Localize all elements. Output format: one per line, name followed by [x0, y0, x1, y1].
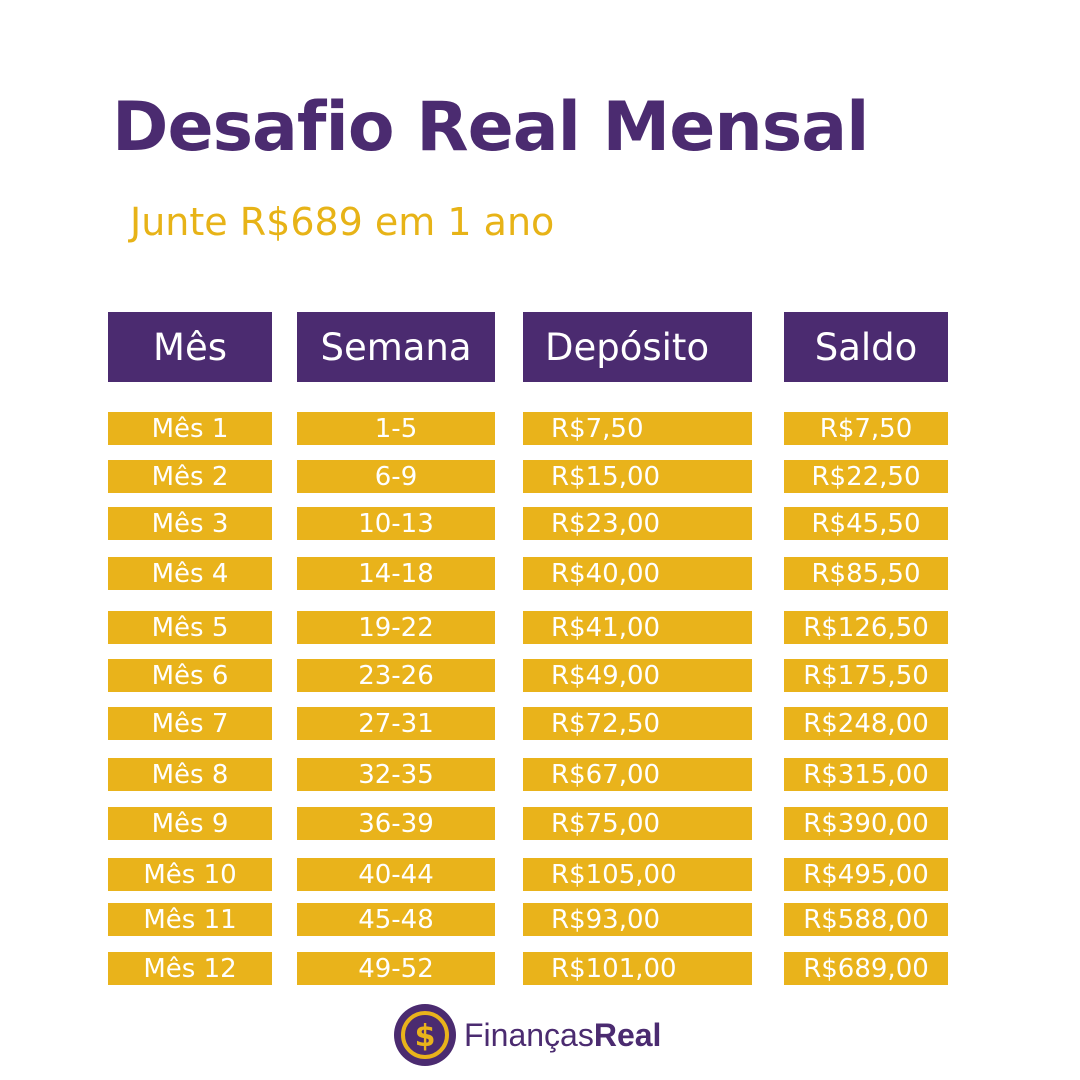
cell-saldo: R$175,50 — [784, 659, 948, 692]
cell-deposito: R$15,00 — [523, 460, 752, 493]
page-subtitle: Junte R$689 em 1 ano — [130, 200, 555, 244]
cell-saldo: R$7,50 — [784, 412, 948, 445]
cell-deposito: R$105,00 — [523, 858, 752, 891]
cell-deposito: R$7,50 — [523, 412, 752, 445]
cell-mes: Mês 5 — [108, 611, 272, 644]
cell-semana: 6-9 — [297, 460, 495, 493]
cell-deposito: R$101,00 — [523, 952, 752, 985]
cell-semana: 19-22 — [297, 611, 495, 644]
svg-text:$: $ — [415, 1019, 436, 1054]
cell-semana: 14-18 — [297, 557, 495, 590]
column-semana: Semana 1-5 6-9 10-13 14-18 19-22 23-26 27-31 32… — [297, 312, 495, 985]
cell-mes: Mês 1 — [108, 412, 272, 445]
cell-semana: 23-26 — [297, 659, 495, 692]
cell-deposito: R$40,00 — [523, 557, 752, 590]
cell-semana: 1-5 — [297, 412, 495, 445]
cell-saldo: R$22,50 — [784, 460, 948, 493]
cell-saldo: R$390,00 — [784, 807, 948, 840]
cell-semana: 45-48 — [297, 903, 495, 936]
column-mes: Mês Mês 1 Mês 2 Mês 3 Mês 4 Mês 5 Mês 6 Mês 7 M… — [108, 312, 272, 985]
dollar-coin-icon: $ — [394, 1004, 456, 1066]
brand-name-bold: Real — [593, 1016, 662, 1053]
brand-logo: $ FinançasReal — [394, 1004, 661, 1066]
cell-saldo: R$689,00 — [784, 952, 948, 985]
cell-saldo: R$126,50 — [784, 611, 948, 644]
cell-semana: 32-35 — [297, 758, 495, 791]
cell-deposito: R$93,00 — [523, 903, 752, 936]
header-semana: Semana — [297, 312, 495, 382]
cell-deposito: R$23,00 — [523, 507, 752, 540]
brand-name: FinançasReal — [464, 1017, 661, 1054]
cell-semana: 27-31 — [297, 707, 495, 740]
cell-mes: Mês 3 — [108, 507, 272, 540]
cell-mes: Mês 6 — [108, 659, 272, 692]
cell-deposito: R$41,00 — [523, 611, 752, 644]
cell-mes: Mês 4 — [108, 557, 272, 590]
cell-mes: Mês 2 — [108, 460, 272, 493]
cell-deposito: R$49,00 — [523, 659, 752, 692]
brand-name-light: Finanças — [464, 1016, 594, 1053]
cell-mes: Mês 9 — [108, 807, 272, 840]
header-mes: Mês — [108, 312, 272, 382]
cell-saldo: R$85,50 — [784, 557, 948, 590]
cell-saldo: R$45,50 — [784, 507, 948, 540]
cell-deposito: R$67,00 — [523, 758, 752, 791]
cell-saldo: R$588,00 — [784, 903, 948, 936]
cell-semana: 36-39 — [297, 807, 495, 840]
cell-mes: Mês 12 — [108, 952, 272, 985]
column-saldo: Saldo R$7,50 R$22,50 R$45,50 R$85,50 R$126,5… — [784, 312, 948, 985]
header-deposito: Depósito — [523, 312, 752, 382]
cell-semana: 40-44 — [297, 858, 495, 891]
cell-mes: Mês 8 — [108, 758, 272, 791]
cell-mes: Mês 10 — [108, 858, 272, 891]
cell-semana: 10-13 — [297, 507, 495, 540]
column-deposito: Depósito R$7,50 R$15,00 R$23,00 R$40,00 R$41… — [523, 312, 752, 985]
cell-saldo: R$315,00 — [784, 758, 948, 791]
cell-mes: Mês 7 — [108, 707, 272, 740]
cell-deposito: R$75,00 — [523, 807, 752, 840]
cell-deposito: R$72,50 — [523, 707, 752, 740]
cell-mes: Mês 11 — [108, 903, 272, 936]
cell-semana: 49-52 — [297, 952, 495, 985]
header-saldo: Saldo — [784, 312, 948, 382]
page-title: Desafio Real Mensal — [112, 88, 869, 167]
cell-saldo: R$248,00 — [784, 707, 948, 740]
cell-saldo: R$495,00 — [784, 858, 948, 891]
